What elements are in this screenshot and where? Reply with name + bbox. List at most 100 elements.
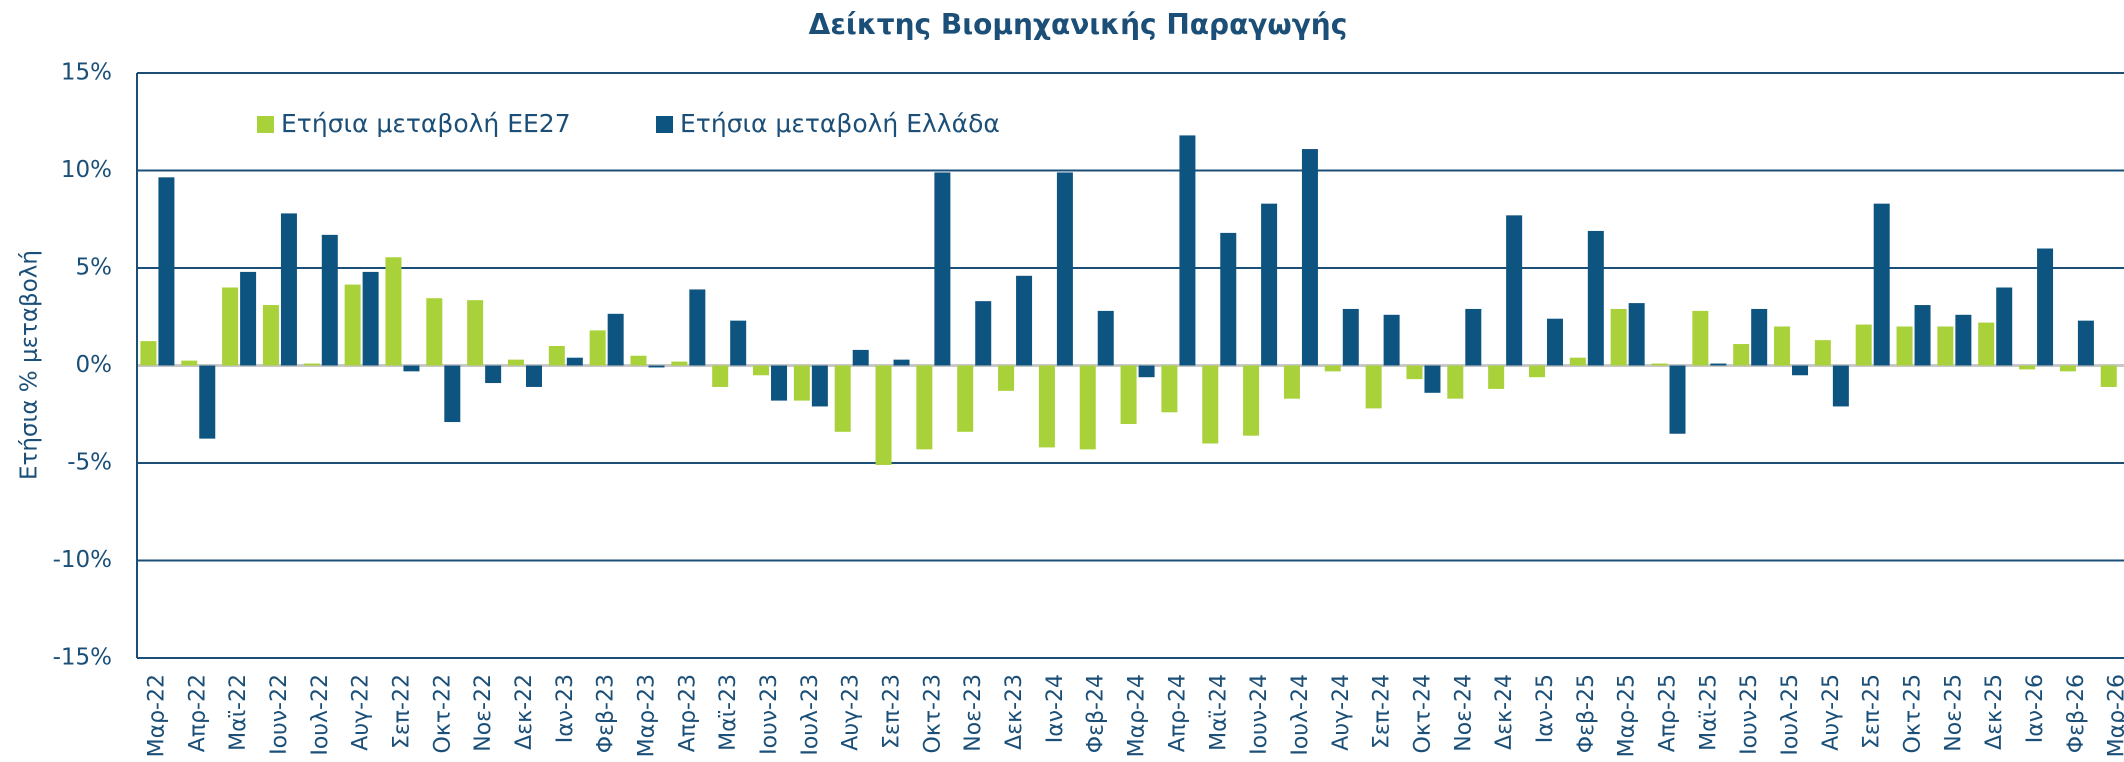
bar [181,360,198,366]
bar [998,365,1015,391]
bar [1832,365,1849,407]
bar [957,365,974,432]
bar [811,365,828,407]
x-tick-label: Ιουν-25 [1737,674,1762,755]
bar [1138,365,1155,378]
bar [1546,318,1563,366]
bar [975,301,992,366]
x-tick-label: Μαρ-23 [635,674,660,757]
x-tick-label: Αυγ-25 [1819,674,1844,751]
bar [1342,308,1359,366]
y-tick-label: -5% [67,450,112,476]
x-tick-label: Οκτ-23 [920,674,945,753]
x-tick-label: Μαρ-26 [2105,674,2124,757]
bar [280,213,297,366]
bar [1710,363,1727,366]
bar [671,361,688,366]
bar [1365,365,1382,409]
y-tick-label: -10% [53,547,112,573]
bar [1079,365,1096,450]
x-tick-label: Ιαν-23 [553,674,578,743]
bar [630,355,647,366]
bar [1016,275,1033,366]
x-tick-label: Δεκ-22 [512,674,537,750]
bar [467,300,484,366]
bar [1465,308,1482,366]
x-tick-label: Ιαν-24 [1043,674,1068,743]
bar [1628,303,1645,366]
bar [2100,365,2117,387]
bar [1120,365,1137,424]
x-tick-label: Απρ-22 [185,674,210,752]
bar [2019,365,2036,370]
x-tick-label: Φεβ-26 [2064,674,2089,753]
x-tick-label: Ιουλ-24 [1288,674,1313,756]
bar [1220,232,1237,366]
x-tick-label: Δεκ-25 [1982,674,2007,750]
bar [1161,365,1178,413]
bar [1488,365,1505,389]
bar [1873,203,1890,366]
bar [426,298,443,366]
bar [771,365,788,401]
y-tick-label: -15% [53,645,112,671]
x-tick-label: Αυγ-22 [349,674,374,751]
bar [1056,172,1073,366]
x-tick-label: Ιουν-24 [1247,674,1272,755]
bar [1610,308,1627,366]
bar [362,271,379,366]
y-tick-label: 0% [76,352,113,378]
x-tick-label: Απρ-24 [1165,674,1190,752]
bar [403,365,420,372]
bar [444,365,461,423]
bar [2059,365,2076,372]
bar [1283,365,1300,399]
x-tick-label: Νοε-24 [1451,674,1476,752]
bar [566,357,583,366]
bar [1202,365,1219,444]
bar [158,177,175,366]
bar [222,287,239,366]
bar [753,365,770,376]
bar [1651,363,1668,366]
bar [548,346,565,366]
bar [507,359,524,366]
x-tick-label: Ιαν-26 [2023,674,2048,743]
x-tick-label: Ιουλ-23 [798,674,823,756]
bar [525,365,542,387]
x-tick-label: Μαϊ-23 [716,674,741,751]
bar [1383,314,1400,366]
bar [689,289,706,366]
x-tick-label: Οκτ-24 [1410,674,1435,753]
x-tick-label: Οκτ-22 [430,674,455,753]
x-tick-label: Νοε-22 [471,674,496,752]
x-tick-label: Αυγ-24 [1329,674,1354,751]
bar [1792,365,1809,376]
x-tick-label: Νοε-23 [961,674,986,752]
bar [1424,365,1441,393]
y-axis-title: Ετήσια % μεταβολή [17,250,43,480]
x-tick-label: Οκτ-25 [1901,674,1926,753]
bar [262,305,279,366]
legend-label: Ετήσια μεταβολή Ελλάδα [680,109,1000,138]
bar [240,271,257,366]
bar [648,365,665,368]
bar [1896,326,1913,366]
x-tick-label: Μαϊ-25 [1696,674,1721,751]
bar [1669,365,1686,434]
legend-label: Ετήσια μεταβολή ΕΕ27 [281,109,571,138]
x-tick-label: Αυγ-23 [839,674,864,751]
x-tick-label: Νοε-25 [1941,674,1966,752]
bar [1261,203,1278,366]
bar [1955,314,1972,366]
bar [1587,230,1604,366]
x-tick-label: Φεβ-25 [1574,674,1599,753]
bar [1506,215,1523,366]
bar [321,234,338,366]
x-tick-label: Σεπ-24 [1370,674,1395,749]
x-tick-label: Ιουν-22 [267,674,292,755]
x-tick-label: Φεβ-23 [594,674,619,753]
bar [1751,308,1768,366]
